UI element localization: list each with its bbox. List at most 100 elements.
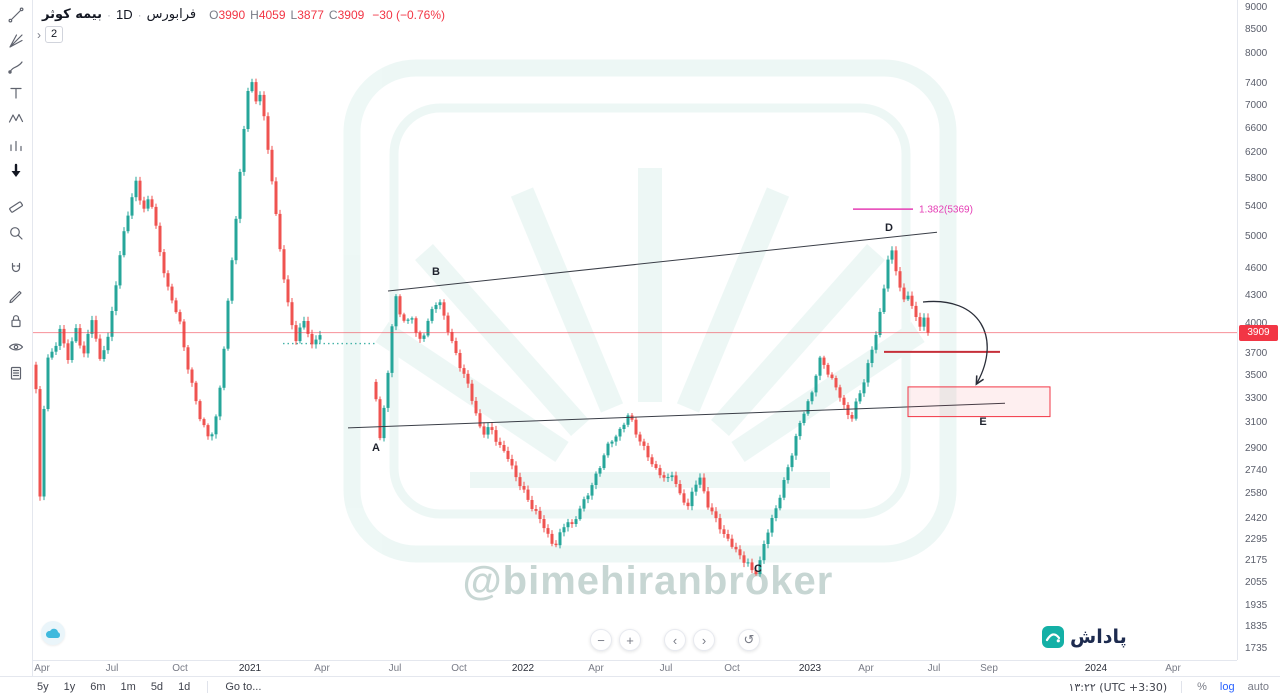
forecast-bars-icon: [10, 140, 22, 152]
reset-chart-button[interactable]: ↺: [738, 629, 760, 651]
time-axis-label: Sep: [980, 663, 998, 674]
percent-scale-button[interactable]: %: [1197, 681, 1207, 693]
ruler-icon: [9, 201, 23, 213]
price-axis-label: 2580: [1245, 488, 1268, 500]
price-axis-label: 3700: [1245, 348, 1268, 359]
price-axis-label: 3500: [1245, 369, 1268, 381]
chart-canvas[interactable]: @bimehiranbroker 1.382(5369) A B C D E: [0, 0, 1237, 660]
timeframe-label[interactable]: 1D: [116, 7, 133, 22]
ruler-tool[interactable]: [3, 195, 29, 219]
price-axis-label: 9000: [1245, 2, 1268, 13]
price-axis[interactable]: 3909 9000 8500 8000 7400 7000 6600 6200 5800 540…: [1237, 0, 1280, 660]
time-axis-label: Oct: [724, 663, 740, 674]
change-value: −30 (−0.76%): [372, 7, 446, 22]
price-axis-label: 2295: [1245, 533, 1268, 545]
exchange-label: فرابورس: [146, 7, 197, 22]
gann-fib-tool[interactable]: [3, 29, 29, 53]
low-value: 3877: [297, 7, 324, 22]
wave-label[interactable]: D: [885, 222, 893, 234]
zoom-out-button[interactable]: −: [590, 629, 612, 651]
lock-icon: [11, 315, 21, 328]
time-axis[interactable]: Apr Jul Oct 2021 Apr Jul Oct 2022 Apr Jul Oct 2023 A…: [33, 660, 1237, 676]
text-tool[interactable]: [3, 81, 29, 105]
indicators-count-badge[interactable]: 2: [45, 26, 64, 43]
price-axis-label: 8500: [1245, 24, 1268, 36]
wave-label[interactable]: C: [754, 563, 762, 575]
object-tree-icon: [10, 366, 22, 380]
time-axis-label: Apr: [588, 663, 604, 674]
platform-logo-icon: [1042, 626, 1064, 648]
wave-label[interactable]: B: [432, 266, 440, 278]
time-axis-label: Apr: [34, 663, 50, 674]
watermark-handle: @bimehiranbroker: [463, 559, 834, 603]
price-axis-label: 3100: [1245, 416, 1268, 428]
forecast-tool[interactable]: [3, 133, 29, 157]
magnet-tool[interactable]: [3, 257, 29, 281]
cloud-widget-button[interactable]: [41, 621, 65, 645]
wave-label[interactable]: A: [372, 442, 380, 454]
price-axis-label: 6200: [1245, 147, 1268, 159]
arrow-marker-tool[interactable]: [3, 159, 29, 183]
clock-label[interactable]: ۱۳:۲۲ (UTC +3:30): [1068, 680, 1168, 694]
scroll-right-button[interactable]: ›: [693, 629, 715, 651]
divider: [207, 681, 209, 693]
trendline[interactable]: [347, 402, 1006, 429]
gann-fib-icon: [9, 34, 23, 48]
pattern-tool[interactable]: [3, 107, 29, 131]
time-axis-label: Jul: [388, 663, 402, 674]
price-axis-label: 6600: [1245, 122, 1268, 134]
range-1d-button[interactable]: 1d: [178, 681, 191, 693]
price-axis-label: 4300: [1245, 289, 1268, 301]
xabcd-pattern-icon: [8, 113, 24, 123]
range-1m-button[interactable]: 1m: [120, 681, 136, 693]
close-value: 3909: [337, 7, 365, 22]
price-axis-label: 5400: [1245, 200, 1268, 212]
time-axis-label: 2024: [1084, 663, 1108, 674]
trendline[interactable]: [387, 231, 938, 292]
range-5y-button[interactable]: 5y: [37, 681, 49, 693]
divider: [1181, 681, 1183, 693]
goto-button[interactable]: Go to...: [225, 681, 262, 693]
range-6m-button[interactable]: 6m: [90, 681, 106, 693]
brand-watermark-logo: [343, 59, 957, 563]
magnifier-icon: [10, 227, 23, 240]
time-axis-label: Apr: [858, 663, 874, 674]
scroll-left-button[interactable]: ‹: [664, 629, 686, 651]
trend-line-tool[interactable]: [3, 3, 29, 27]
range-5d-button[interactable]: 5d: [150, 681, 164, 693]
auto-scale-button[interactable]: auto: [1247, 681, 1269, 693]
chevron-right-icon[interactable]: ›: [37, 27, 41, 42]
time-axis-label: Jul: [927, 663, 941, 674]
indicators-collapsed-row: › 2: [37, 26, 64, 43]
symbol-title[interactable]: بیمه کوثر: [42, 7, 102, 22]
price-axis-label: 7000: [1245, 99, 1268, 111]
trend-line-icon: [8, 7, 24, 23]
price-axis-label: 4600: [1245, 263, 1268, 275]
range-1y-button[interactable]: 1y: [63, 681, 76, 693]
lock-tool[interactable]: [3, 309, 29, 333]
projection-arrow[interactable]: [922, 300, 988, 386]
price-axis-label: 2055: [1245, 576, 1268, 588]
wave-label[interactable]: E: [979, 416, 986, 428]
price-axis-label: 1735: [1245, 642, 1268, 654]
time-axis-label: Oct: [172, 663, 188, 674]
objects-list-tool[interactable]: [3, 361, 29, 385]
brush-tool[interactable]: [3, 55, 29, 79]
close-label: C: [328, 7, 338, 22]
visibility-tool[interactable]: [3, 335, 29, 359]
target-box[interactable]: [907, 386, 1051, 418]
zoom-tool[interactable]: [3, 221, 29, 245]
brush-icon: [8, 61, 23, 74]
legend-separator: ·: [107, 7, 111, 22]
low-label: L: [290, 7, 298, 22]
zoom-in-button[interactable]: +: [619, 629, 641, 651]
open-value: 3990: [218, 7, 246, 22]
eye-icon: [8, 343, 24, 351]
time-axis-label: Oct: [451, 663, 467, 674]
high-label: H: [250, 7, 259, 22]
log-scale-button[interactable]: log: [1219, 681, 1235, 693]
pencil-tool[interactable]: [3, 283, 29, 307]
cloud-icon: [46, 628, 60, 638]
time-axis-label: 2022: [511, 663, 535, 674]
